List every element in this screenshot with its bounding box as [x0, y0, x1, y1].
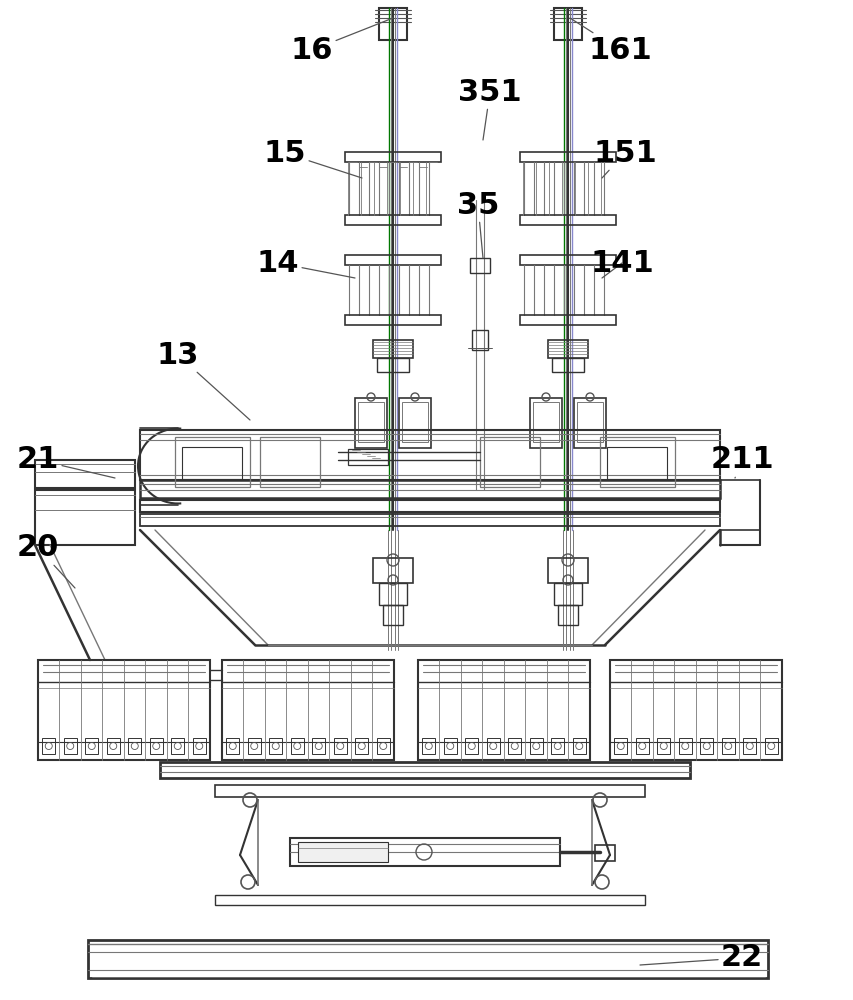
Bar [64, 738, 77, 754]
Bar [312, 738, 325, 754]
Bar [215, 785, 644, 797]
Text: 151: 151 [593, 139, 656, 178]
Bar [379, 8, 407, 40]
Bar [175, 437, 250, 487]
Bar [479, 437, 539, 487]
Text: 211: 211 [710, 446, 773, 478]
Bar [572, 738, 585, 754]
Bar [721, 738, 734, 754]
Text: 35: 35 [456, 191, 499, 258]
Bar [345, 215, 440, 225]
Text: 20: 20 [17, 534, 75, 588]
Bar [764, 738, 777, 754]
Bar [373, 558, 413, 583]
Bar [222, 660, 393, 760]
Bar [88, 940, 767, 978]
Bar [149, 738, 163, 754]
Bar [347, 449, 387, 465]
Bar [530, 398, 561, 448]
Bar [551, 738, 564, 754]
Bar [402, 402, 427, 442]
Bar [551, 358, 583, 372]
Text: 161: 161 [569, 18, 651, 65]
Bar [373, 340, 413, 358]
Bar [657, 738, 670, 754]
Text: 21: 21 [17, 446, 115, 478]
Bar [290, 838, 560, 866]
Bar [469, 258, 490, 273]
Bar [699, 738, 712, 754]
Text: 15: 15 [264, 139, 362, 178]
Bar [226, 738, 239, 754]
Bar [182, 447, 241, 479]
Text: 141: 141 [589, 248, 653, 278]
Bar [606, 447, 666, 479]
Bar [600, 437, 674, 487]
Bar [85, 738, 98, 754]
Bar [678, 738, 691, 754]
Bar [107, 738, 119, 754]
Text: 14: 14 [257, 248, 355, 278]
Text: 13: 13 [157, 340, 250, 420]
Bar [557, 605, 577, 625]
Bar [357, 402, 384, 442]
Bar [43, 738, 55, 754]
Bar [573, 398, 606, 448]
Bar [519, 215, 615, 225]
Bar [465, 738, 478, 754]
Bar [269, 738, 281, 754]
Bar [398, 398, 431, 448]
Text: 16: 16 [290, 18, 392, 65]
Bar [247, 738, 260, 754]
Bar [635, 738, 648, 754]
Bar [382, 605, 403, 625]
Bar [215, 895, 644, 905]
Text: 351: 351 [458, 78, 521, 140]
Bar [35, 460, 135, 488]
Bar [548, 558, 588, 583]
Bar [355, 398, 386, 448]
Bar [742, 738, 755, 754]
Bar [259, 437, 320, 487]
Bar [595, 845, 614, 861]
Bar [140, 480, 719, 498]
Bar [140, 500, 719, 512]
Bar [532, 402, 559, 442]
Bar [529, 738, 542, 754]
Bar [519, 255, 615, 265]
Bar [417, 660, 589, 760]
Bar [421, 738, 435, 754]
Bar [376, 358, 409, 372]
Bar [486, 738, 499, 754]
Bar [613, 738, 626, 754]
Bar [577, 402, 602, 442]
Bar [519, 315, 615, 325]
Bar [379, 583, 407, 605]
Bar [554, 8, 581, 40]
Bar [345, 255, 440, 265]
Bar [376, 738, 389, 754]
Bar [519, 152, 615, 162]
Bar [548, 340, 588, 358]
Bar [609, 660, 781, 760]
Bar [554, 583, 581, 605]
Bar [128, 738, 141, 754]
Bar [298, 842, 387, 862]
Bar [291, 738, 304, 754]
Bar [35, 490, 135, 545]
Bar [140, 514, 719, 526]
Bar [345, 315, 440, 325]
Bar [444, 738, 456, 754]
Bar [508, 738, 520, 754]
Text: 22: 22 [639, 943, 763, 972]
Bar [355, 738, 368, 754]
Bar [193, 738, 206, 754]
Bar [38, 660, 210, 760]
Bar [140, 430, 719, 480]
Bar [171, 738, 184, 754]
Bar [160, 762, 689, 778]
Bar [345, 152, 440, 162]
Bar [334, 738, 346, 754]
Bar [472, 330, 487, 350]
